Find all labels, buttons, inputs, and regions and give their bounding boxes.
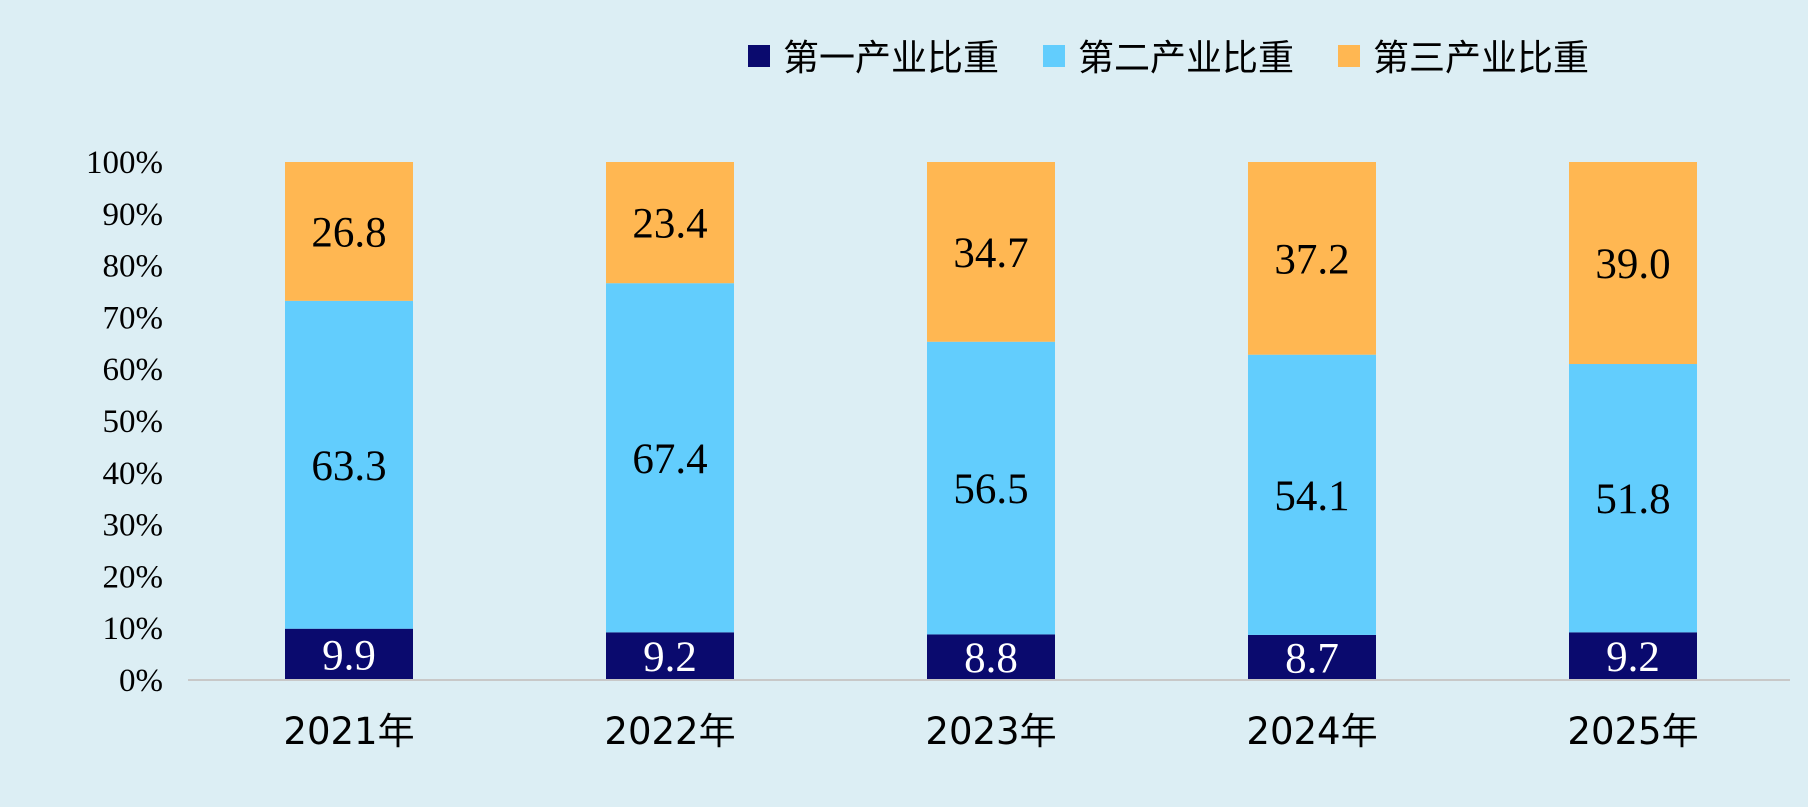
category-label: 2025年 bbox=[1567, 710, 1698, 753]
bar-segment-series2-cat1 bbox=[285, 300, 413, 629]
data-label: 54.1 bbox=[1274, 473, 1349, 520]
bar-segment-series2-cat5 bbox=[1569, 364, 1697, 633]
y-tick-label: 30% bbox=[103, 508, 164, 544]
data-label: 9.2 bbox=[1606, 634, 1660, 681]
x-axis: 2021年 2022年 2023年 2024年 2025年 bbox=[188, 679, 1790, 753]
legend-swatch-1 bbox=[748, 45, 770, 67]
bar-segment-series3-cat2 bbox=[606, 162, 734, 284]
legend-swatch-2 bbox=[1043, 45, 1065, 67]
bars: 9.9 63.3 26.8 9.2 67.4 23.4 8.8 56.5 34.7 8.7 54.1… bbox=[285, 162, 1697, 682]
y-tick-label: 40% bbox=[103, 456, 164, 492]
y-axis: 0% 10% 20% 30% 40% 50% 60% 70% 80% 90% 100% bbox=[86, 145, 163, 699]
data-label: 23.4 bbox=[632, 201, 707, 248]
y-tick-label: 0% bbox=[119, 663, 163, 699]
data-label: 51.8 bbox=[1595, 476, 1670, 523]
bar-segment-series1-cat5 bbox=[1569, 632, 1697, 680]
legend: 第一产业比重 第二产业比重 第三产业比重 bbox=[748, 38, 1589, 79]
y-tick-label: 70% bbox=[103, 300, 164, 336]
bar-segment-series2-cat3 bbox=[927, 341, 1055, 635]
category-label: 2024年 bbox=[1246, 710, 1377, 753]
data-label: 8.8 bbox=[964, 635, 1018, 682]
data-label: 63.3 bbox=[311, 443, 386, 490]
bar-segment-series3-cat3 bbox=[927, 162, 1055, 342]
y-tick-label: 100% bbox=[86, 145, 163, 181]
data-label: 39.0 bbox=[1595, 241, 1670, 288]
y-tick-label: 90% bbox=[103, 197, 164, 233]
data-label: 9.9 bbox=[322, 632, 376, 679]
bar-segment-series3-cat4 bbox=[1248, 162, 1376, 355]
legend-label-2: 第二产业比重 bbox=[1078, 38, 1294, 79]
bar-segment-series2-cat2 bbox=[606, 283, 734, 633]
legend-swatch-3 bbox=[1338, 45, 1360, 67]
bar-segment-series3-cat1 bbox=[285, 162, 413, 301]
category-label: 2021年 bbox=[283, 710, 414, 753]
bar-segment-series1-cat3 bbox=[927, 634, 1055, 680]
legend-label-1: 第一产业比重 bbox=[783, 38, 999, 79]
y-tick-label: 20% bbox=[103, 559, 164, 595]
y-tick-label: 60% bbox=[103, 352, 164, 388]
y-tick-label: 10% bbox=[103, 611, 164, 647]
data-label: 37.2 bbox=[1274, 236, 1349, 283]
data-label: 67.4 bbox=[632, 436, 707, 483]
data-label: 34.7 bbox=[953, 230, 1028, 277]
legend-label-3: 第三产业比重 bbox=[1373, 38, 1589, 79]
category-label: 2023年 bbox=[925, 710, 1056, 753]
data-label: 8.7 bbox=[1285, 635, 1339, 682]
y-tick-label: 80% bbox=[103, 249, 164, 285]
y-tick-label: 50% bbox=[103, 404, 164, 440]
bar-segment-series3-cat5 bbox=[1569, 162, 1697, 365]
data-label: 56.5 bbox=[953, 466, 1028, 513]
bar-segment-series2-cat4 bbox=[1248, 354, 1376, 635]
data-label: 9.2 bbox=[643, 634, 697, 681]
data-label: 26.8 bbox=[311, 209, 386, 256]
category-label: 2022年 bbox=[604, 710, 735, 753]
bar-segment-series1-cat2 bbox=[606, 632, 734, 680]
bar-segment-series1-cat1 bbox=[285, 628, 413, 680]
bar-segment-series1-cat4 bbox=[1248, 634, 1376, 680]
